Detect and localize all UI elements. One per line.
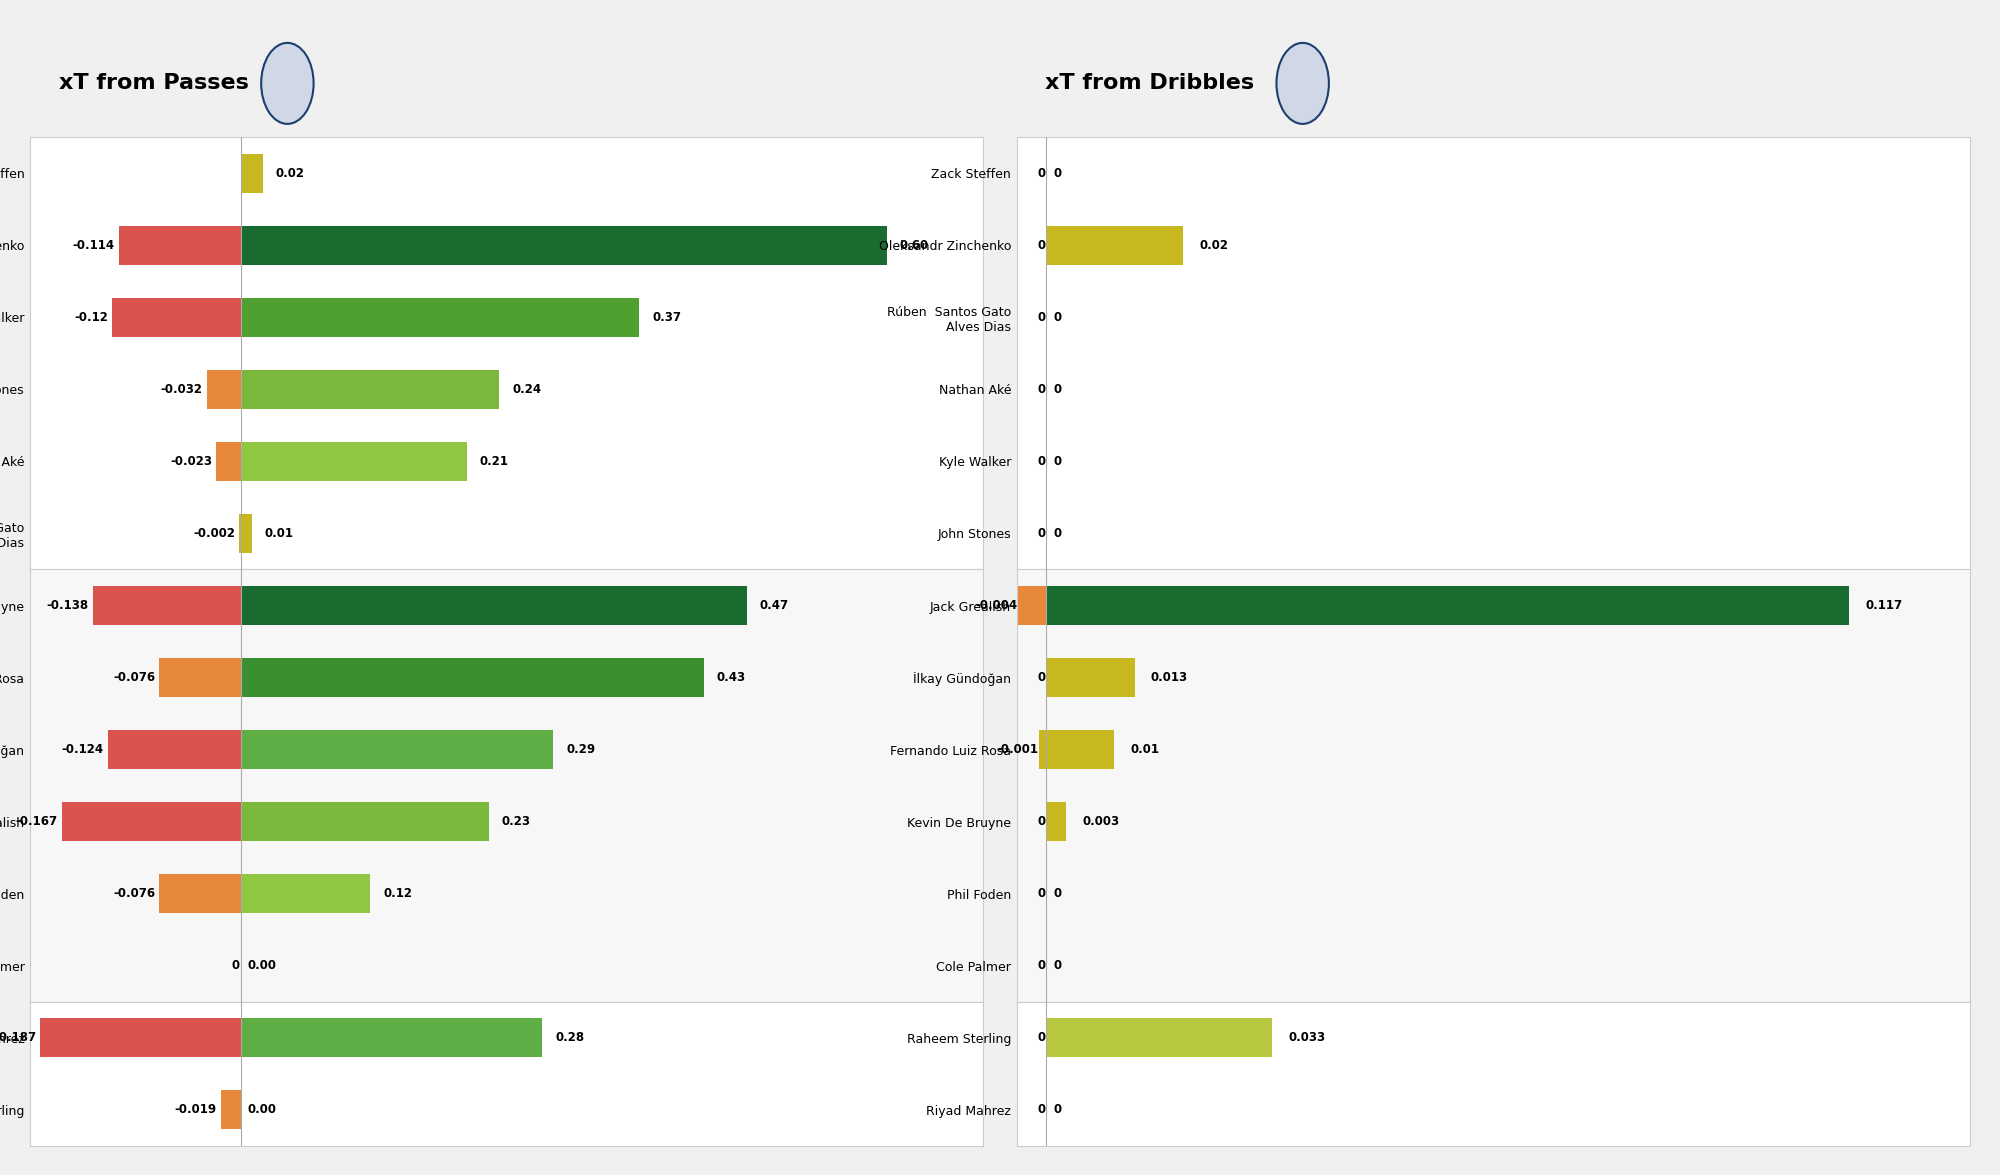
Text: 0.28: 0.28 bbox=[556, 1032, 584, 1045]
Text: -0.12: -0.12 bbox=[74, 311, 108, 324]
Bar bbox=[1038, 730, 1046, 770]
Text: 0.033: 0.033 bbox=[1288, 1032, 1326, 1045]
Text: 0.003: 0.003 bbox=[1082, 815, 1120, 828]
Text: 0.01: 0.01 bbox=[1130, 743, 1160, 756]
Text: 0: 0 bbox=[1054, 383, 1062, 396]
Text: xT from Dribbles: xT from Dribbles bbox=[1046, 73, 1254, 93]
Text: 0: 0 bbox=[1038, 167, 1046, 180]
Text: 0.60: 0.60 bbox=[900, 239, 928, 251]
Text: 0.29: 0.29 bbox=[566, 743, 596, 756]
Text: 0: 0 bbox=[1038, 311, 1046, 324]
Text: 0: 0 bbox=[1038, 239, 1046, 251]
Text: 0: 0 bbox=[1038, 528, 1046, 540]
Text: -0.076: -0.076 bbox=[114, 671, 156, 684]
Bar bbox=[1046, 658, 1134, 697]
Text: 0: 0 bbox=[232, 959, 240, 972]
Bar bbox=[242, 370, 500, 409]
Bar bbox=[206, 370, 242, 409]
Text: 0.24: 0.24 bbox=[512, 383, 542, 396]
Text: -0.019: -0.019 bbox=[174, 1103, 216, 1116]
Bar bbox=[242, 730, 554, 770]
Bar bbox=[242, 874, 370, 913]
Text: 0: 0 bbox=[1054, 1103, 1062, 1116]
Text: 0: 0 bbox=[1054, 311, 1062, 324]
Text: 0.117: 0.117 bbox=[1866, 599, 1902, 612]
Text: 0.013: 0.013 bbox=[1150, 671, 1188, 684]
Text: -0.167: -0.167 bbox=[16, 815, 58, 828]
Text: -0.001: -0.001 bbox=[996, 743, 1038, 756]
Bar bbox=[242, 585, 746, 625]
Text: 0.37: 0.37 bbox=[652, 311, 682, 324]
Text: 0.47: 0.47 bbox=[760, 599, 788, 612]
Text: 0: 0 bbox=[1038, 1103, 1046, 1116]
Text: -0.114: -0.114 bbox=[72, 239, 114, 251]
Text: 0.43: 0.43 bbox=[716, 671, 746, 684]
Text: 0: 0 bbox=[1038, 959, 1046, 972]
Text: 0: 0 bbox=[1038, 887, 1046, 900]
Text: -0.004: -0.004 bbox=[976, 599, 1018, 612]
Bar bbox=[160, 658, 242, 697]
Text: 0.00: 0.00 bbox=[248, 1103, 276, 1116]
Bar bbox=[242, 442, 468, 482]
Text: 0: 0 bbox=[1054, 455, 1062, 468]
Bar bbox=[1046, 730, 1114, 770]
Bar bbox=[40, 1018, 242, 1058]
Text: 0.02: 0.02 bbox=[1200, 239, 1228, 251]
Text: 0: 0 bbox=[1038, 455, 1046, 468]
Text: 0: 0 bbox=[1054, 167, 1062, 180]
Ellipse shape bbox=[1276, 42, 1328, 123]
Ellipse shape bbox=[262, 42, 314, 123]
Bar bbox=[1046, 1018, 1272, 1058]
Text: -0.187: -0.187 bbox=[0, 1032, 36, 1045]
Bar bbox=[1046, 226, 1182, 266]
Text: 0: 0 bbox=[1038, 383, 1046, 396]
Text: 0.21: 0.21 bbox=[480, 455, 508, 468]
Bar bbox=[92, 585, 242, 625]
Text: 0.01: 0.01 bbox=[264, 528, 294, 540]
Text: 0.02: 0.02 bbox=[276, 167, 304, 180]
Text: 0.00: 0.00 bbox=[248, 959, 276, 972]
Text: -0.032: -0.032 bbox=[160, 383, 202, 396]
Bar bbox=[240, 513, 242, 553]
Bar bbox=[62, 801, 242, 841]
Text: -0.076: -0.076 bbox=[114, 887, 156, 900]
Text: 0: 0 bbox=[1038, 671, 1046, 684]
Bar bbox=[1046, 585, 1850, 625]
Bar bbox=[242, 297, 640, 337]
Text: 0.23: 0.23 bbox=[502, 815, 530, 828]
Bar bbox=[118, 226, 242, 266]
Bar bbox=[1046, 801, 1066, 841]
Text: -0.138: -0.138 bbox=[46, 599, 88, 612]
Bar bbox=[242, 658, 704, 697]
Text: 0: 0 bbox=[1038, 815, 1046, 828]
Text: 0: 0 bbox=[1038, 1032, 1046, 1045]
Bar bbox=[242, 801, 488, 841]
Bar bbox=[220, 1090, 242, 1129]
Text: -0.124: -0.124 bbox=[62, 743, 104, 756]
Bar bbox=[112, 297, 242, 337]
Text: -0.023: -0.023 bbox=[170, 455, 212, 468]
Text: -0.002: -0.002 bbox=[194, 528, 236, 540]
Text: 0.12: 0.12 bbox=[384, 887, 412, 900]
Bar bbox=[160, 874, 242, 913]
Text: 0: 0 bbox=[1054, 959, 1062, 972]
Bar bbox=[242, 154, 262, 193]
Bar bbox=[242, 1018, 542, 1058]
Bar bbox=[216, 442, 242, 482]
Bar bbox=[108, 730, 242, 770]
Text: xT from Passes: xT from Passes bbox=[58, 73, 248, 93]
Text: 0: 0 bbox=[1054, 887, 1062, 900]
Bar bbox=[242, 226, 886, 266]
Bar bbox=[242, 513, 252, 553]
Bar bbox=[1018, 585, 1046, 625]
Text: 0: 0 bbox=[1054, 528, 1062, 540]
